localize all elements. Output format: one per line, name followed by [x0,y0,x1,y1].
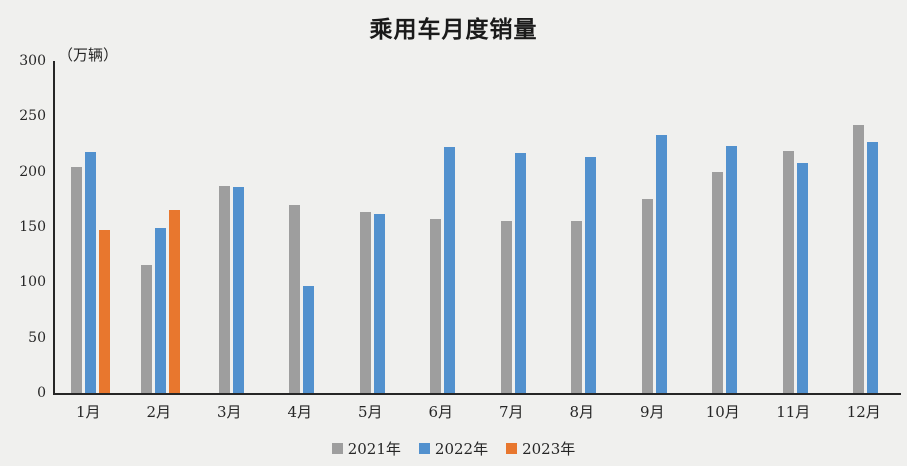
legend-label: 2021年 [347,440,401,458]
x-axis-label-8月: 8月 [569,403,595,421]
x-axis-label-12月: 12月 [846,403,881,421]
bar-2022年-9月 [655,135,667,393]
bar-2021年-9月 [641,199,653,393]
x-axis-label-5月: 5月 [357,403,383,421]
bar-2022年-4月 [303,285,315,393]
x-axis-label-9月: 9月 [639,403,665,421]
bar-2022年-11月 [796,162,808,393]
bar-2022年-1月 [84,151,96,393]
bar-2022年-5月 [373,213,385,393]
bar-2023年-1月 [98,230,110,393]
legend-marker-icon [506,443,518,454]
bar-group-10月 [690,61,761,393]
y-tick-label: 100 [19,274,46,291]
legend-item-2023年: 2023年 [506,438,575,459]
y-tick-label: 250 [19,108,46,125]
y-tick-label: 200 [19,163,46,180]
bar-group-3月 [196,61,267,393]
bar-group-4月 [267,61,338,393]
bar-2022年-12月 [867,141,879,393]
y-axis-tick-labels: 0 50 100 150 200 250 300 [0,53,46,401]
x-axis-label-6月: 6月 [428,403,454,421]
bar-2022年-8月 [585,157,597,393]
bar-group-6月 [408,61,479,393]
y-tick-label: 300 [19,53,46,69]
x-axis-label-7月: 7月 [498,403,524,421]
legend: 2021年 2022年 2023年 [0,438,907,459]
legend-marker-icon [418,443,430,454]
bar-2021年-1月 [70,167,82,393]
bar-group-8月 [549,61,620,393]
bar-2022年-7月 [514,152,526,393]
bar-group-1月 [55,61,126,393]
x-axis-label-3月: 3月 [216,403,242,421]
x-axis-labels: 1月 2月 3月 4月 5月 6月 7月 8月 9月 10月 11月 12月 [53,401,899,422]
plot-area [53,61,901,395]
legend-marker-icon [331,443,343,454]
bar-2021年-7月 [500,221,512,393]
bar-2022年-2月 [155,228,167,393]
x-axis-label-10月: 10月 [705,403,740,421]
bar-group-11月 [760,61,831,393]
y-tick-label: 50 [28,329,46,346]
bar-2021年-2月 [141,264,153,393]
legend-label: 2023年 [522,440,576,458]
bar-group-9月 [619,61,690,393]
bar-2021年-12月 [853,125,865,393]
bar-2021年-11月 [782,150,794,393]
bar-2021年-8月 [571,221,583,393]
legend-label: 2022年 [434,440,489,458]
x-axis-label-1月: 1月 [75,403,101,421]
bar-2021年-5月 [359,211,371,393]
x-axis-label-2月: 2月 [146,403,172,421]
bar-2021年-4月 [289,204,301,393]
bar-group-2月 [126,61,197,393]
y-tick-label: 0 [37,385,46,401]
y-tick-label: 150 [19,219,46,235]
bar-2022年-10月 [726,146,738,393]
bar-group-5月 [337,61,408,393]
bar-2022年-3月 [232,187,244,393]
bar-2022年-6月 [444,147,456,393]
legend-item-2022年: 2022年 [418,438,489,459]
chart-title: 乘用车月度销量 [369,16,538,43]
bar-2023年-2月 [169,210,181,393]
legend-item-2021年: 2021年 [331,438,401,459]
bar-2021年-10月 [712,171,724,393]
bar-group-12月 [831,61,902,393]
x-axis-label-11月: 11月 [776,403,811,421]
x-axis-label-4月: 4月 [287,403,313,421]
bar-2021年-3月 [218,186,230,393]
bar-group-7月 [478,61,549,393]
bar-2021年-6月 [430,219,442,393]
y-axis-unit-label: （万辆） [58,46,119,64]
